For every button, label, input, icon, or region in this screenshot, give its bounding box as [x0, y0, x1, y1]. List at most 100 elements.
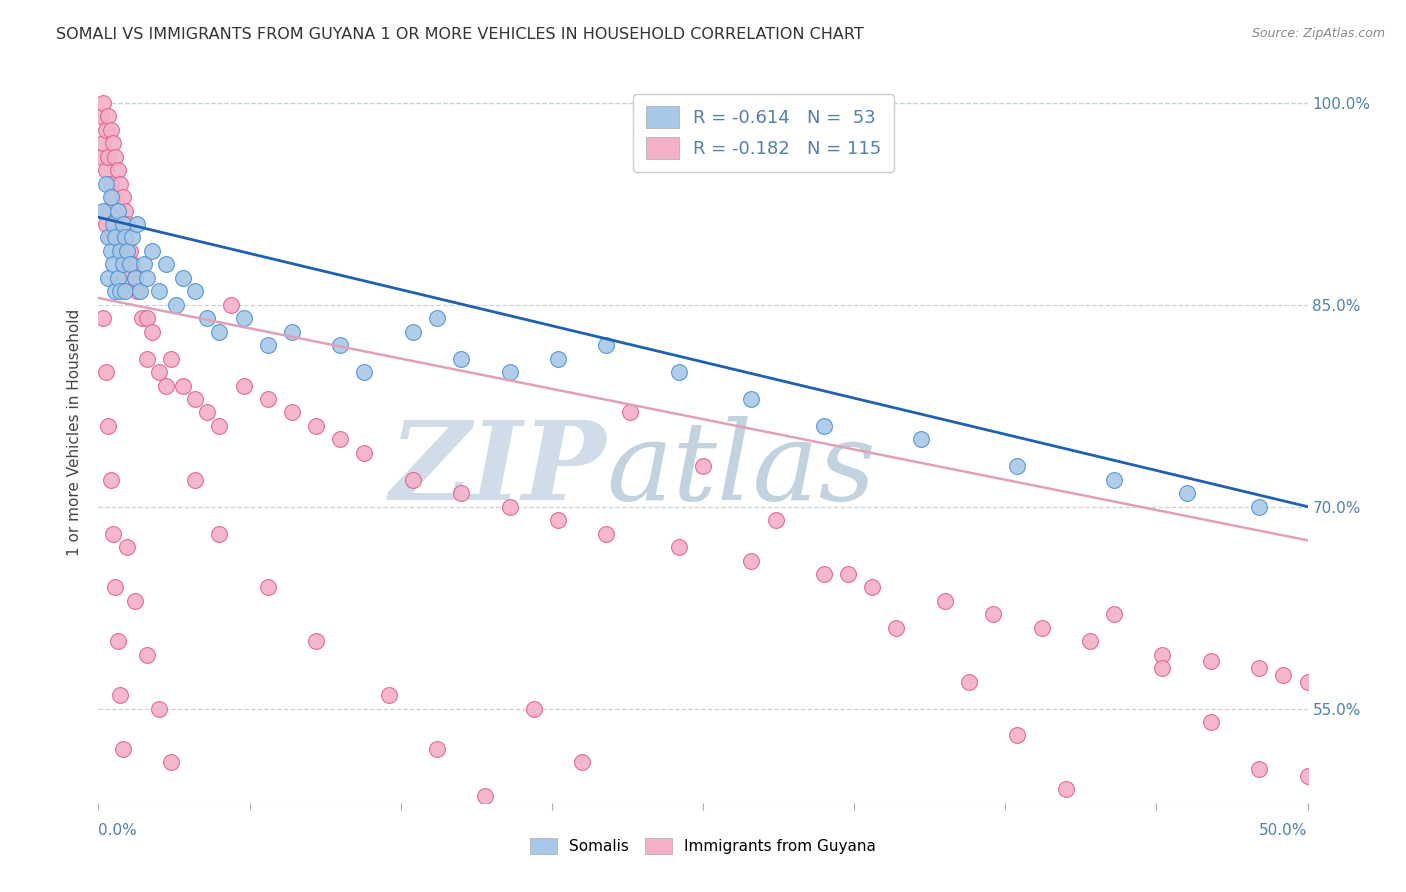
Point: [813, 418, 835, 433]
Point: [124, 270, 146, 285]
Point: [100, 244, 122, 258]
Point: [94, 163, 117, 178]
Point: [886, 621, 908, 635]
Point: [1199, 655, 1222, 669]
Point: [100, 190, 122, 204]
Point: [1249, 762, 1271, 776]
Point: [121, 257, 143, 271]
Text: ZIP: ZIP: [389, 416, 606, 524]
Point: [595, 338, 617, 352]
Point: [1102, 473, 1125, 487]
Text: 0.0%: 0.0%: [98, 823, 138, 838]
Point: [100, 122, 122, 136]
Point: [148, 365, 170, 379]
Point: [101, 136, 124, 151]
Point: [668, 365, 690, 379]
Point: [740, 553, 762, 567]
Point: [692, 459, 714, 474]
Point: [128, 285, 150, 299]
Point: [134, 257, 156, 271]
Point: [305, 418, 328, 433]
Point: [1031, 621, 1053, 635]
Text: 50.0%: 50.0%: [1260, 823, 1308, 838]
Point: [114, 270, 136, 285]
Point: [172, 270, 194, 285]
Text: SOMALI VS IMMIGRANTS FROM GUYANA 1 OR MORE VEHICLES IN HOUSEHOLD CORRELATION CHA: SOMALI VS IMMIGRANTS FROM GUYANA 1 OR MO…: [56, 27, 865, 42]
Point: [1296, 674, 1319, 689]
Point: [97, 150, 120, 164]
Point: [117, 244, 139, 258]
Point: [135, 351, 157, 366]
Point: [195, 311, 218, 326]
Point: [402, 473, 425, 487]
Point: [619, 405, 641, 419]
Point: [108, 244, 131, 258]
Point: [107, 230, 129, 244]
Point: [111, 257, 134, 271]
Point: [1078, 634, 1101, 648]
Point: [256, 581, 278, 595]
Point: [127, 217, 149, 231]
Point: [160, 351, 183, 366]
Point: [571, 756, 593, 770]
Point: [256, 338, 278, 352]
Point: [108, 285, 131, 299]
Point: [232, 378, 254, 392]
Point: [141, 244, 163, 258]
Legend: Somalis, Immigrants from Guyana: Somalis, Immigrants from Guyana: [522, 830, 884, 862]
Point: [1175, 486, 1198, 500]
Point: [165, 298, 187, 312]
Point: [97, 230, 120, 244]
Point: [837, 566, 859, 581]
Point: [111, 257, 134, 271]
Point: [208, 418, 231, 433]
Point: [910, 433, 932, 447]
Point: [208, 526, 231, 541]
Point: [860, 581, 883, 595]
Point: [765, 513, 787, 527]
Point: [1296, 769, 1319, 783]
Point: [184, 473, 207, 487]
Point: [1272, 668, 1295, 682]
Point: [114, 203, 136, 218]
Point: [256, 392, 278, 406]
Point: [100, 230, 122, 244]
Point: [107, 163, 129, 178]
Point: [221, 298, 243, 312]
Point: [195, 405, 218, 419]
Point: [101, 257, 124, 271]
Point: [97, 418, 120, 433]
Point: [329, 433, 352, 447]
Point: [114, 230, 136, 244]
Point: [353, 365, 375, 379]
Point: [1054, 782, 1077, 797]
Point: [107, 634, 129, 648]
Point: [184, 392, 207, 406]
Text: Source: ZipAtlas.com: Source: ZipAtlas.com: [1251, 27, 1385, 40]
Point: [1249, 661, 1271, 675]
Point: [104, 581, 127, 595]
Point: [547, 351, 569, 366]
Point: [547, 513, 569, 527]
Point: [135, 270, 157, 285]
Point: [450, 351, 472, 366]
Point: [90, 150, 112, 164]
Point: [208, 325, 231, 339]
Point: [1249, 500, 1271, 514]
Point: [97, 203, 120, 218]
Point: [127, 285, 149, 299]
Point: [107, 203, 129, 218]
Point: [97, 270, 120, 285]
Point: [91, 203, 114, 218]
Point: [668, 540, 690, 554]
Point: [1199, 714, 1222, 729]
Point: [1007, 459, 1029, 474]
Point: [118, 244, 141, 258]
Point: [155, 378, 177, 392]
Point: [281, 405, 304, 419]
Point: [91, 136, 114, 151]
Point: [957, 674, 980, 689]
Point: [135, 648, 157, 662]
Point: [91, 95, 114, 110]
Point: [135, 311, 157, 326]
